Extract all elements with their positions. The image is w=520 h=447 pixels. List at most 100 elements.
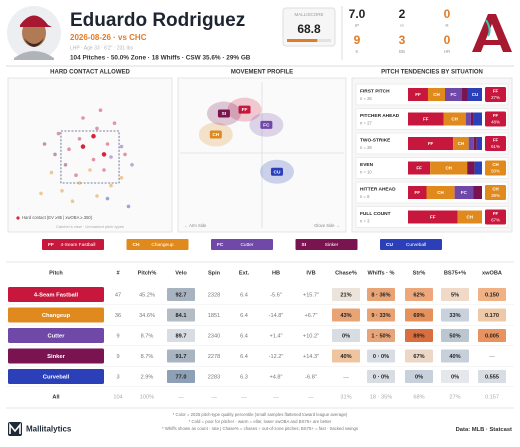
- table-cell: 2328: [208, 292, 220, 298]
- table-cell: 84.1: [176, 313, 187, 319]
- movement-label: CU: [274, 169, 281, 175]
- player-name: Eduardo Rodriguez: [70, 10, 245, 31]
- usage-segment: [470, 112, 474, 126]
- table-cell: 77.0: [176, 374, 187, 380]
- pitch-name: Changeup: [42, 313, 71, 319]
- cell-shade: [441, 329, 469, 342]
- team-logo: [472, 14, 512, 52]
- table-cell: —: [489, 354, 495, 360]
- hard-contact-point: [90, 133, 97, 140]
- stat-value: 3: [399, 33, 406, 47]
- table-cell: 33%: [449, 313, 460, 319]
- usage-segment: [467, 161, 475, 175]
- pitch-point: [105, 142, 110, 146]
- table-cell: 6.3: [240, 374, 248, 380]
- usage-segment: [408, 137, 454, 150]
- pitch-point: [109, 155, 113, 159]
- pitch-type-name: Sinker: [325, 242, 339, 248]
- stat-label: H: [400, 23, 403, 28]
- hard-contact-note: Catcher's view · Unmarked pitch types: [56, 224, 124, 229]
- top-pitch-badge: [485, 185, 506, 200]
- table-header: xwOBA: [482, 270, 502, 276]
- table-cell: 0 · 0%: [373, 354, 389, 360]
- stat-value: 0: [444, 7, 451, 21]
- pitch-type-name: Cutter: [240, 242, 253, 248]
- table-cell: 21%: [340, 292, 351, 298]
- score-bar: [287, 39, 318, 42]
- cell-shade: [167, 370, 195, 383]
- pitch-point: [95, 126, 99, 131]
- table-cell: 5%: [451, 292, 459, 298]
- pitch-point: [98, 108, 103, 112]
- total-cell: —: [211, 394, 217, 400]
- footnote: * Color = 2025 pitch-type quality percen…: [173, 412, 348, 417]
- movement-label: CH: [212, 132, 219, 138]
- arm-side-label: ← Arm Side: [184, 223, 207, 228]
- top-pitch-code: CH: [492, 162, 498, 167]
- table-cell: 43%: [340, 313, 351, 319]
- movement-label-box: [217, 109, 230, 118]
- table-cell: +6.7": [304, 313, 317, 319]
- pitch-point: [109, 183, 113, 188]
- segment-label: FF: [415, 92, 421, 97]
- table-header: Pitch%: [138, 270, 157, 276]
- pitch-point: [77, 137, 82, 141]
- table-header: Pitch: [49, 270, 63, 276]
- top-pitch-badge: [485, 111, 506, 127]
- summary-line: 104 Pitches · 50.0% Zone · 18 Whiffs · C…: [70, 55, 251, 62]
- table-cell: 6.4: [240, 333, 248, 339]
- pitch-point: [112, 121, 117, 125]
- table-cell: 0%: [342, 333, 350, 339]
- pitch-type-chip: [295, 239, 358, 250]
- cell-shade: [367, 370, 395, 383]
- cell-shade: [478, 370, 506, 383]
- pitch-type-code: CH: [133, 242, 140, 248]
- movement-label-box: [238, 105, 251, 114]
- stat-value: 0: [444, 33, 451, 47]
- hard-contact-point: [80, 143, 86, 150]
- top-pitch-badge: [485, 160, 506, 176]
- pitch-name-box: [8, 348, 104, 364]
- segment-label: CH: [433, 92, 440, 97]
- table-header: Spin: [208, 270, 221, 276]
- pitch-point: [102, 168, 106, 172]
- pitch-name-box: [8, 307, 104, 323]
- table-cell: 50%: [449, 333, 460, 339]
- score-box: [282, 7, 336, 47]
- total-cell: 27%: [449, 394, 460, 400]
- segment-label: FF: [428, 141, 434, 146]
- table-cell: -6.8": [305, 374, 317, 380]
- usage-segment: [426, 186, 455, 199]
- table-cell: +10.2": [303, 333, 319, 339]
- glove-side-label: Glove Side →: [314, 223, 340, 228]
- table-cell: 3: [116, 374, 119, 380]
- player-photo: [7, 6, 61, 60]
- pitch-point: [119, 144, 124, 149]
- table-cell: 0.005: [485, 333, 499, 339]
- pitch-name-box: [8, 287, 104, 302]
- pitch-point: [74, 173, 78, 177]
- total-cell: —: [241, 394, 247, 400]
- pitch-point: [60, 189, 64, 193]
- top-pitch-value: 27%: [491, 95, 500, 100]
- situation-n: n = 26: [360, 96, 372, 101]
- date-line: 2026-08-26 · vs CHC: [70, 33, 147, 42]
- movement-label: FC: [263, 122, 270, 128]
- table-cell: 89.7: [176, 333, 187, 339]
- top-pitch-value: 50%: [491, 168, 500, 173]
- top-pitch-code: FF: [493, 211, 499, 216]
- pitch-type-name: Changeup: [151, 242, 173, 248]
- table-cell: 2340: [208, 333, 220, 339]
- pitch-type-chip: [211, 239, 273, 250]
- cell-shade: [405, 288, 433, 301]
- row-rule: [6, 366, 514, 367]
- pitch-name-box: [8, 328, 104, 343]
- top-pitch-value: 67%: [491, 217, 500, 222]
- row-rule: [6, 386, 514, 387]
- pitch-point: [91, 157, 96, 162]
- table-cell: +1.4": [269, 333, 282, 339]
- footnote: * Cold = poor for pitcher · warm = elite…: [189, 419, 332, 424]
- table-cell: 89%: [413, 333, 424, 339]
- section-title: PITCH TENDENCIES BY SITUATION: [381, 70, 483, 76]
- total-cell: —: [308, 394, 314, 400]
